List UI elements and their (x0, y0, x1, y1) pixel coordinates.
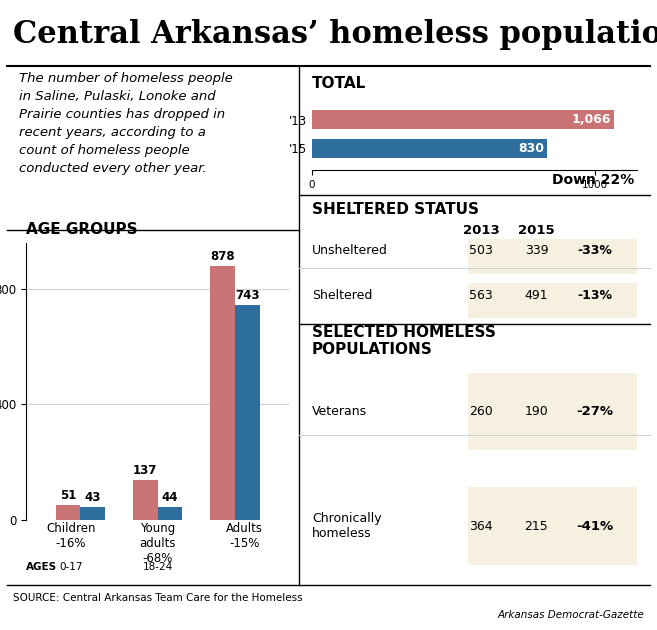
Bar (312, 139, 547, 158)
Text: 2015: 2015 (518, 224, 555, 236)
Text: Chronically
homeless: Chronically homeless (312, 512, 382, 540)
Text: SELECTED HOMELESS
POPULATIONS: SELECTED HOMELESS POPULATIONS (312, 325, 496, 357)
Text: Sheltered: Sheltered (312, 289, 373, 302)
Text: 0-17: 0-17 (59, 562, 83, 572)
Text: Adults
-15%: Adults -15% (226, 522, 263, 550)
Bar (133, 480, 158, 520)
Bar (158, 507, 183, 520)
Text: -33%: -33% (578, 244, 612, 257)
Text: -13%: -13% (578, 289, 612, 302)
Text: 743: 743 (235, 289, 260, 302)
Text: 51: 51 (60, 488, 76, 501)
Bar (210, 266, 235, 520)
Bar (312, 110, 614, 129)
Text: Unsheltered: Unsheltered (312, 244, 388, 257)
Text: -27%: -27% (576, 405, 614, 418)
Text: 190: 190 (524, 405, 549, 418)
Text: Central Arkansas’ homeless population: Central Arkansas’ homeless population (13, 19, 657, 50)
Text: 830: 830 (518, 142, 544, 154)
FancyBboxPatch shape (468, 372, 637, 450)
Text: 215: 215 (524, 520, 549, 533)
Text: 878: 878 (210, 249, 235, 263)
Text: The number of homeless people
in Saline, Pulaski, Lonoke and
Prairie counties ha: The number of homeless people in Saline,… (18, 72, 233, 175)
FancyBboxPatch shape (468, 239, 637, 274)
Text: Arkansas Democrat-Gazette: Arkansas Democrat-Gazette (497, 610, 644, 620)
Bar (80, 507, 105, 520)
Text: Down 22%: Down 22% (552, 173, 634, 187)
Text: AGE GROUPS: AGE GROUPS (26, 222, 138, 238)
Text: SOURCE: Central Arkansas Team Care for the Homeless: SOURCE: Central Arkansas Team Care for t… (13, 593, 303, 603)
Text: Young
adults
-68%: Young adults -68% (139, 522, 176, 565)
Text: -41%: -41% (576, 520, 614, 533)
Text: Children
-16%: Children -16% (46, 522, 96, 550)
FancyBboxPatch shape (468, 488, 637, 565)
Text: 18-24: 18-24 (143, 562, 173, 572)
Text: 491: 491 (525, 289, 549, 302)
Text: AGES: AGES (26, 562, 57, 572)
Bar (235, 305, 260, 520)
Text: 43: 43 (85, 491, 101, 504)
Text: 44: 44 (162, 491, 178, 503)
Text: SHELTERED STATUS: SHELTERED STATUS (312, 202, 479, 217)
Text: 1,066: 1,066 (571, 113, 611, 126)
Text: 137: 137 (133, 464, 158, 477)
Text: Veterans: Veterans (312, 405, 367, 418)
Text: 563: 563 (469, 289, 493, 302)
Text: 339: 339 (525, 244, 549, 257)
Text: TOTAL: TOTAL (312, 76, 367, 91)
FancyBboxPatch shape (468, 283, 637, 318)
Text: 503: 503 (469, 244, 493, 257)
Bar (56, 505, 80, 520)
Text: 364: 364 (469, 520, 493, 533)
Text: 2013: 2013 (463, 224, 499, 236)
Text: 260: 260 (469, 405, 493, 418)
